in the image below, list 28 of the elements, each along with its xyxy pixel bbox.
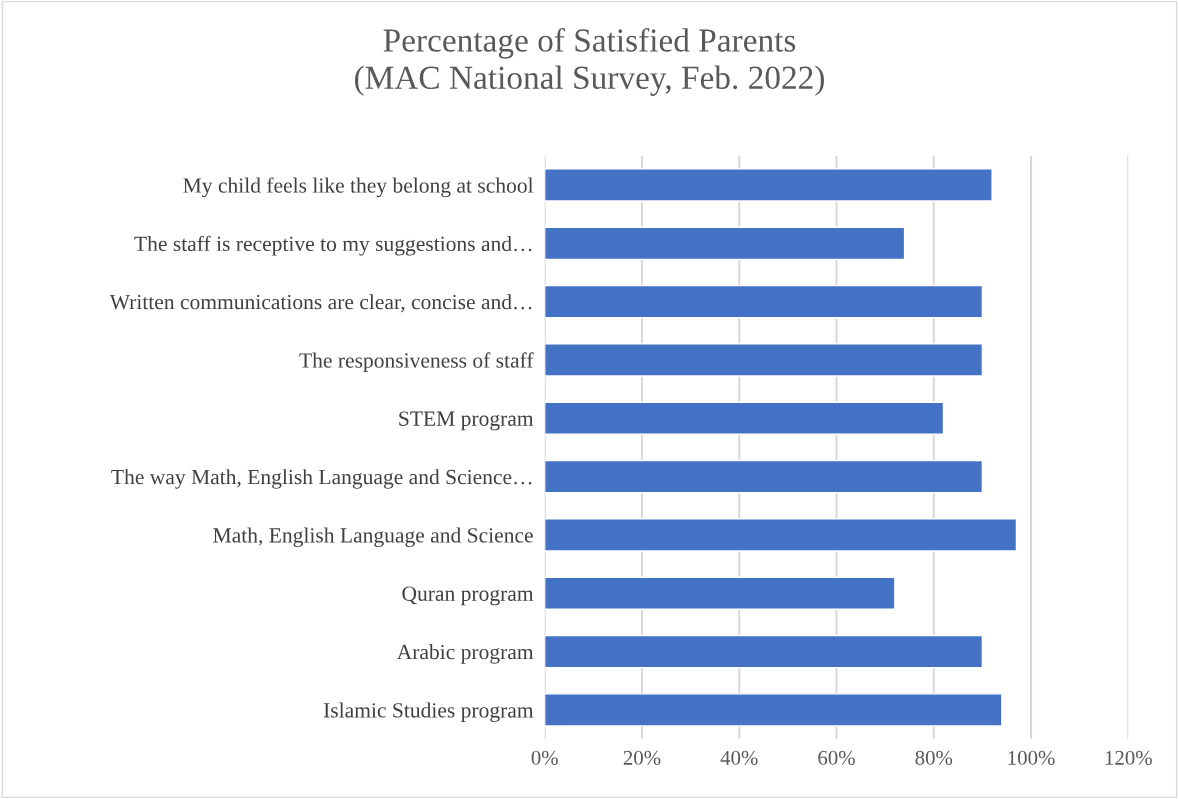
y-tick-label: Quran program [402, 586, 534, 606]
y-tick-label: Arabic program [396, 644, 534, 664]
bar [544, 168, 993, 202]
x-tick-label: 120% [1105, 750, 1152, 765]
y-tick-label: STEM program [399, 411, 534, 431]
bar [544, 459, 984, 494]
bar [544, 693, 1003, 727]
bar [544, 634, 984, 669]
x-tick-label: 100% [1008, 750, 1055, 765]
y-tick-label: Math, English Language and Science [213, 527, 533, 548]
y-tick-label: Islamic Studies program [323, 702, 534, 723]
bar [544, 576, 896, 610]
chart-title: Percentage of Satisfied Parents (MAC National Survey, Feb. 2022) [355, 27, 824, 96]
bar [544, 226, 906, 261]
x-tick-label: 40% [720, 750, 758, 765]
y-tick-label: My child feels like they belong at school [183, 177, 534, 198]
bar [544, 343, 984, 377]
x-tick-label: 20% [623, 750, 661, 765]
bar [544, 518, 1018, 552]
x-tick-label: 80% [915, 750, 953, 765]
bar [544, 284, 984, 319]
bar [544, 401, 945, 436]
x-tick-label: 0% [531, 750, 558, 765]
x-tick-label: 60% [818, 750, 855, 765]
y-tick-label: Written communications are clear, concise and… [109, 294, 532, 313]
y-tick-label: The responsiveness of staff [299, 352, 534, 373]
y-tick-label: The way Math, English Language and Science… [111, 469, 532, 489]
y-tick-label: The staff is receptive to my suggestions and… [134, 235, 532, 256]
